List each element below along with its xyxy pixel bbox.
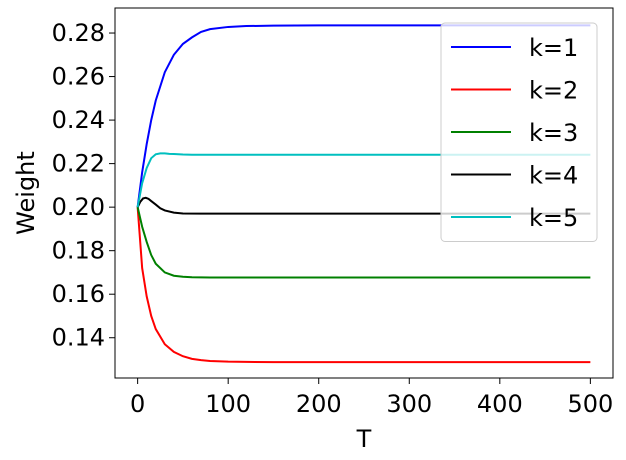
x-tick-label: 0: [130, 390, 145, 418]
x-tick-label: 400: [477, 390, 523, 418]
series-layer: [136, 24, 591, 364]
y-tick-label: 0.28: [52, 19, 105, 47]
series-line-k5: [136, 152, 591, 208]
y-tick-label: 0.20: [52, 193, 105, 221]
y-tick-label: 0.22: [52, 150, 105, 178]
y-axis: 0.14 0.16 0.18 0.20 0.22 0.24 0.26 0.28: [52, 19, 115, 352]
y-tick-label: 0.14: [52, 324, 105, 352]
x-tick-label: 500: [567, 390, 613, 418]
legend-label-k4: k=4: [529, 162, 578, 190]
x-axis-title: T: [356, 425, 372, 453]
x-axis: 0 100 200 300 400 500: [130, 378, 613, 418]
y-tick-label: 0.18: [52, 237, 105, 265]
series-line-k4: [136, 196, 591, 215]
legend-label-k3: k=3: [529, 119, 578, 147]
legend-label-k2: k=2: [529, 77, 578, 105]
x-tick-label: 300: [386, 390, 432, 418]
legend-label-k5: k=5: [529, 204, 578, 232]
series-line-k3: [136, 206, 591, 279]
legend-label-k1: k=1: [529, 34, 578, 62]
series-line-k1: [136, 24, 591, 208]
legend: k=1 k=2 k=3 k=4 k=5: [440, 22, 598, 242]
x-tick-label: 100: [205, 390, 251, 418]
y-axis-title: Weight: [12, 151, 40, 235]
y-tick-label: 0.16: [52, 280, 105, 308]
y-tick-label: 0.26: [52, 63, 105, 91]
series-line-k2: [136, 207, 591, 364]
plot-frame: [114, 7, 614, 379]
legend-box: [440, 22, 598, 242]
x-tick-label: 200: [296, 390, 342, 418]
y-tick-label: 0.24: [52, 106, 105, 134]
